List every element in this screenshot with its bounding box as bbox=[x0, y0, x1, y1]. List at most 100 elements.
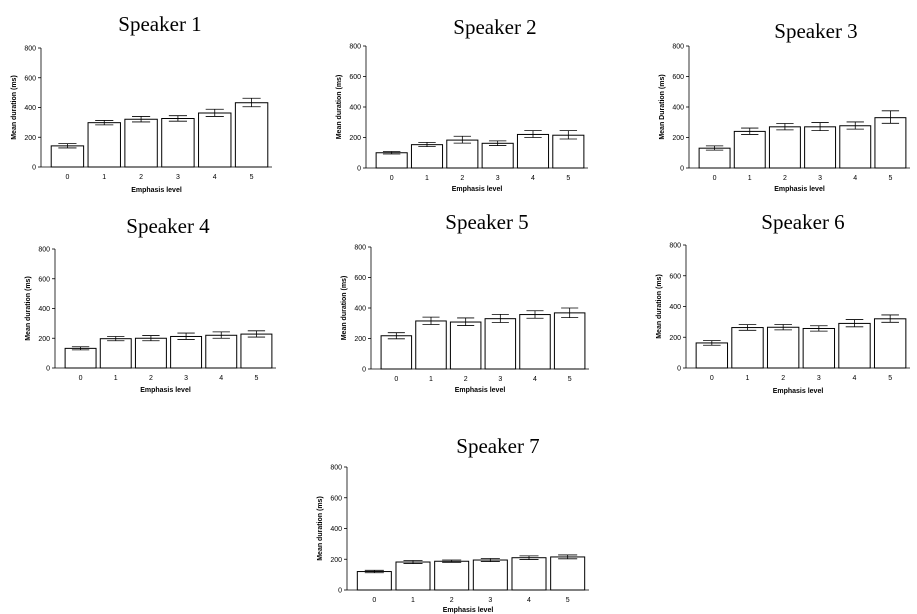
x-axis-label: Emphasis level bbox=[443, 607, 494, 614]
bar bbox=[240, 333, 273, 369]
y-tick-label: 0 bbox=[32, 165, 36, 172]
bar bbox=[64, 347, 97, 369]
bar bbox=[356, 571, 392, 591]
bar bbox=[553, 312, 586, 370]
chart-panel: Speaker 7 0 200 400 600 800 Mean duration (ms)… bbox=[317, 434, 589, 614]
y-tick-label: 0 bbox=[46, 366, 50, 373]
x-tick-label: 0 bbox=[372, 597, 376, 604]
x-tick-label: 4 bbox=[219, 375, 223, 382]
y-tick-label: 200 bbox=[38, 336, 50, 343]
x-tick-label: 4 bbox=[533, 376, 537, 383]
bar bbox=[410, 144, 444, 169]
y-tick-label: 400 bbox=[349, 105, 361, 112]
x-tick-label: 2 bbox=[149, 375, 153, 382]
x-tick-label: 1 bbox=[746, 375, 750, 382]
x-tick-label: 3 bbox=[184, 375, 188, 382]
bar bbox=[395, 561, 431, 591]
x-tick-label: 1 bbox=[102, 174, 106, 181]
chart-title: Speaker 7 bbox=[456, 434, 539, 458]
bar bbox=[161, 118, 195, 168]
bar bbox=[134, 337, 167, 369]
bar bbox=[434, 560, 470, 591]
chart-panel: Speaker 3 0 200 400 600 800 Mean Duration (ms)… bbox=[659, 19, 910, 193]
x-tick-label: 2 bbox=[450, 597, 454, 604]
y-tick-label: 0 bbox=[680, 166, 684, 173]
x-tick-label: 5 bbox=[566, 175, 570, 182]
chart-title: Speaker 2 bbox=[453, 15, 536, 39]
x-tick-label: 3 bbox=[488, 597, 492, 604]
y-tick-label: 200 bbox=[24, 135, 36, 142]
y-tick-label: 0 bbox=[357, 166, 361, 173]
y-tick-label: 800 bbox=[330, 465, 342, 472]
bar bbox=[874, 117, 907, 169]
x-tick-label: 4 bbox=[853, 375, 857, 382]
x-tick-label: 5 bbox=[254, 375, 258, 382]
x-tick-label: 5 bbox=[568, 376, 572, 383]
y-tick-label: 400 bbox=[669, 304, 681, 311]
x-axis-label: Emphasis level bbox=[773, 388, 824, 395]
y-axis-label: Mean duration (ms) bbox=[25, 276, 32, 341]
x-tick-label: 0 bbox=[390, 175, 394, 182]
y-axis-label: Mean duration (ms) bbox=[11, 75, 18, 140]
bar bbox=[380, 335, 413, 370]
x-axis-label: Emphasis level bbox=[774, 186, 825, 193]
x-tick-label: 5 bbox=[566, 597, 570, 604]
x-tick-label: 5 bbox=[250, 174, 254, 181]
y-tick-label: 600 bbox=[354, 275, 366, 282]
y-tick-label: 800 bbox=[38, 247, 50, 254]
bar bbox=[415, 320, 447, 370]
x-tick-label: 1 bbox=[748, 175, 752, 182]
y-tick-label: 800 bbox=[354, 245, 366, 252]
x-tick-label: 5 bbox=[888, 175, 892, 182]
bar bbox=[698, 147, 731, 169]
y-axis-label: Mean duration (ms) bbox=[341, 276, 348, 341]
bar bbox=[234, 102, 269, 168]
x-tick-label: 0 bbox=[713, 175, 717, 182]
x-tick-label: 0 bbox=[710, 375, 714, 382]
x-tick-label: 3 bbox=[498, 376, 502, 383]
x-tick-label: 2 bbox=[139, 174, 143, 181]
y-tick-label: 600 bbox=[330, 495, 342, 502]
y-tick-label: 400 bbox=[330, 526, 342, 533]
y-axis-label: Mean duration (ms) bbox=[317, 496, 324, 561]
y-tick-label: 600 bbox=[672, 74, 684, 81]
chart-title: Speaker 3 bbox=[774, 19, 857, 43]
chart-panel: Speaker 6 0 200 400 600 800 Mean duration (ms)… bbox=[656, 210, 910, 395]
chart-panel: Speaker 4 0 200 400 600 800 Mean duration (ms)… bbox=[25, 214, 276, 394]
x-tick-label: 2 bbox=[464, 376, 468, 383]
bar bbox=[519, 314, 551, 370]
y-tick-label: 200 bbox=[349, 135, 361, 142]
x-tick-label: 4 bbox=[853, 175, 857, 182]
bar bbox=[802, 327, 836, 369]
bar bbox=[552, 134, 585, 169]
y-tick-label: 800 bbox=[669, 243, 681, 250]
x-axis-label: Emphasis level bbox=[140, 387, 191, 394]
y-tick-label: 400 bbox=[38, 306, 50, 313]
y-tick-label: 0 bbox=[338, 588, 342, 595]
bar bbox=[484, 318, 517, 370]
y-tick-label: 600 bbox=[669, 273, 681, 280]
bar bbox=[124, 118, 158, 168]
x-tick-label: 4 bbox=[213, 174, 217, 181]
y-tick-label: 0 bbox=[677, 366, 681, 373]
bar bbox=[87, 122, 121, 168]
x-tick-label: 0 bbox=[65, 174, 69, 181]
bar bbox=[516, 133, 550, 169]
y-tick-label: 800 bbox=[24, 46, 36, 53]
bar bbox=[695, 342, 729, 369]
y-tick-label: 0 bbox=[362, 367, 366, 374]
x-tick-label: 4 bbox=[531, 175, 535, 182]
bar bbox=[50, 145, 85, 168]
x-tick-label: 3 bbox=[176, 174, 180, 181]
x-axis-label: Emphasis level bbox=[455, 387, 506, 394]
bar bbox=[550, 556, 586, 591]
bar bbox=[205, 334, 238, 369]
x-tick-label: 1 bbox=[429, 376, 433, 383]
bar bbox=[873, 318, 907, 369]
bar bbox=[804, 126, 837, 169]
x-tick-label: 2 bbox=[460, 175, 464, 182]
bar bbox=[375, 152, 408, 169]
bar bbox=[511, 557, 547, 591]
y-tick-label: 800 bbox=[349, 44, 361, 51]
